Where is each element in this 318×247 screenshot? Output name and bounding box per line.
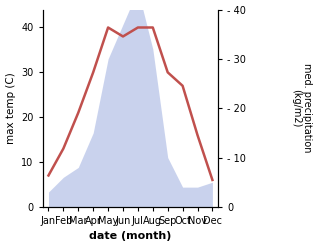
- Y-axis label: max temp (C): max temp (C): [5, 72, 16, 144]
- Y-axis label: med. precipitation
(kg/m2): med. precipitation (kg/m2): [291, 63, 313, 153]
- X-axis label: date (month): date (month): [89, 231, 172, 242]
